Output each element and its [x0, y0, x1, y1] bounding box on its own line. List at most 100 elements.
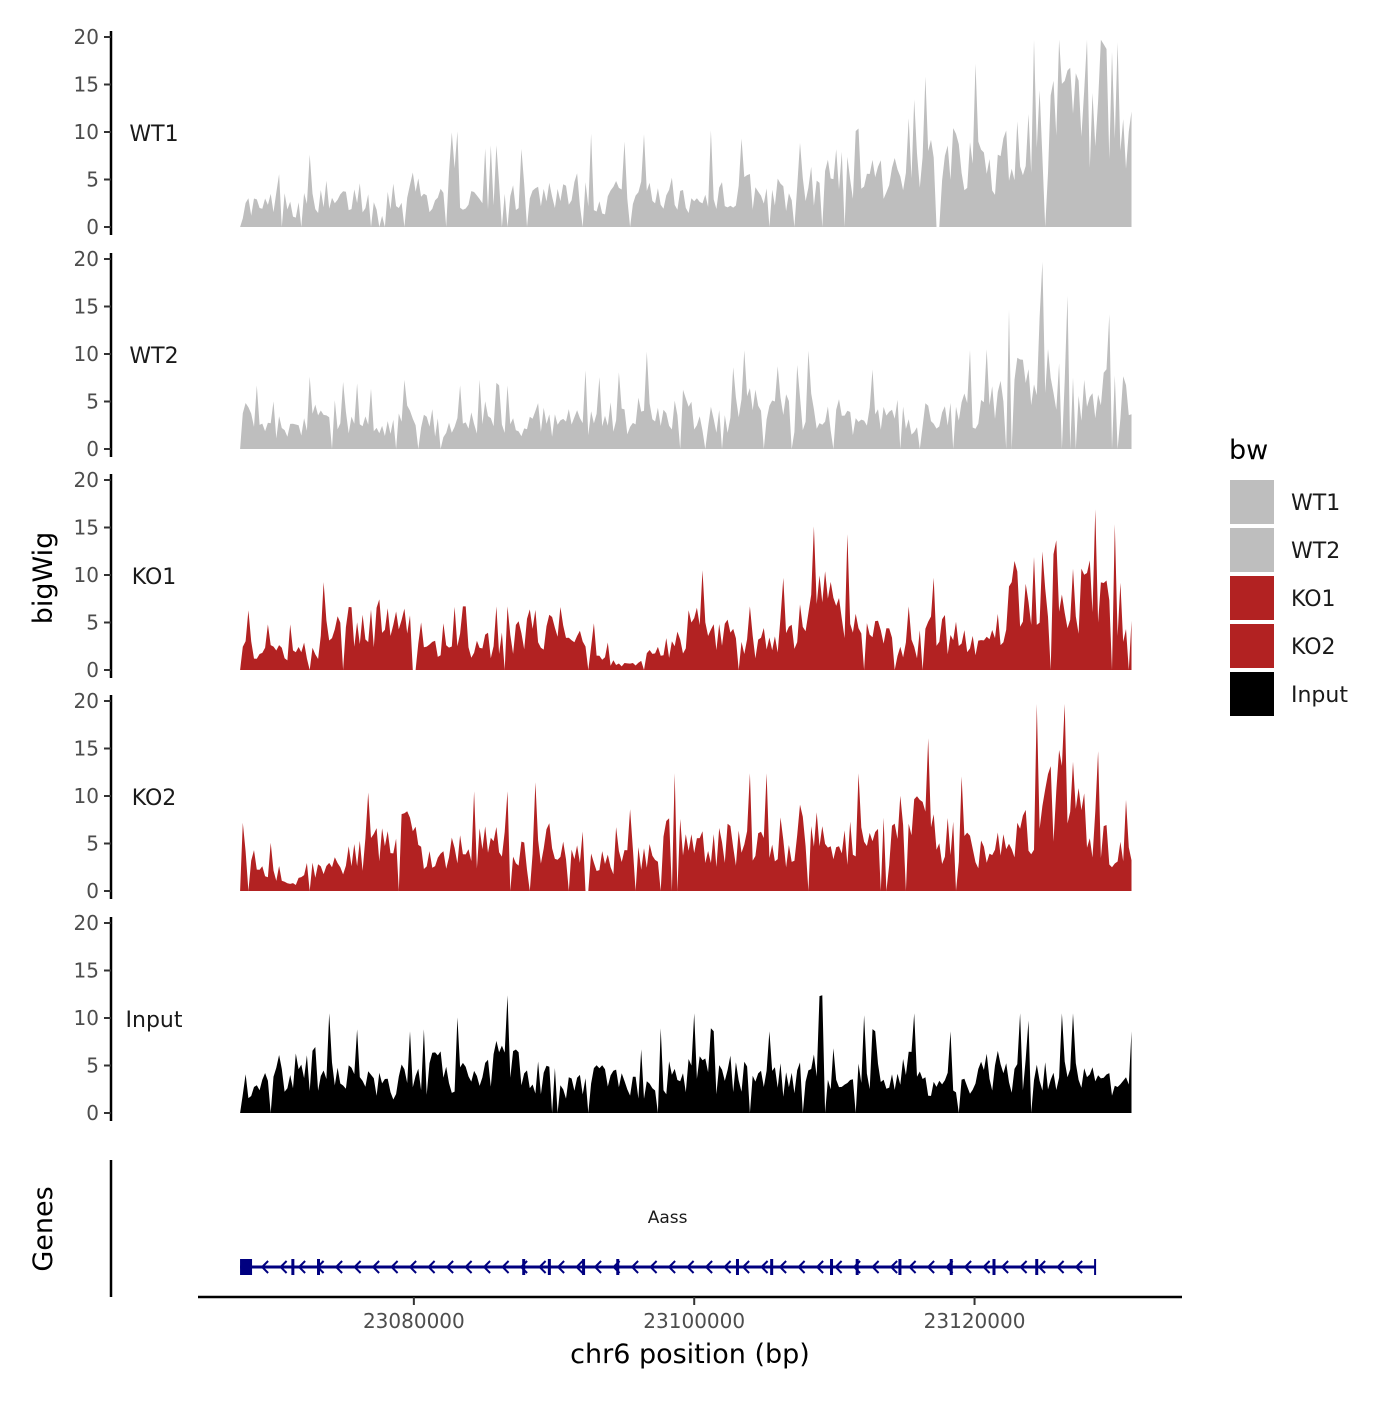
gene-exon: [522, 1259, 526, 1275]
y-tick-label: 10: [74, 120, 99, 144]
legend-label: KO1: [1291, 587, 1336, 612]
legend-item-wt2: WT2: [1230, 528, 1340, 572]
strand-arrow: [260, 1260, 269, 1274]
gene-exon: [616, 1259, 620, 1275]
legend-item-input: Input: [1230, 672, 1348, 716]
gene-exon: [898, 1259, 902, 1275]
strand-arrow: [963, 1260, 972, 1274]
x-tick-label: 23120000: [924, 1309, 1026, 1333]
strand-arrow: [593, 1260, 602, 1274]
y-axis-title: bigWig: [28, 532, 59, 625]
legend-label: WT2: [1291, 539, 1340, 564]
y-tick-label: 5: [86, 390, 99, 414]
strand-arrow: [686, 1260, 695, 1274]
coverage-area-ko2: [240, 703, 1132, 891]
strand-arrow: [982, 1260, 991, 1274]
strand-arrow: [371, 1260, 380, 1274]
y-tick-label: 20: [74, 468, 99, 492]
gene-name-label: Aass: [648, 1208, 688, 1228]
legend-title: bw: [1229, 435, 1268, 466]
strand-arrow: [1000, 1260, 1009, 1274]
track-input: 0 5 10 15 20 Input: [74, 911, 1132, 1125]
coverage-area-wt2: [240, 261, 1132, 449]
strand-arrow: [279, 1260, 288, 1274]
legend-item-wt1: WT1: [1230, 480, 1340, 524]
y-tick-label: 5: [86, 1054, 99, 1078]
coverage-area-input: [240, 995, 1132, 1113]
y-tick-label: 0: [86, 879, 99, 903]
y-tick-label: 5: [86, 611, 99, 635]
gene-exon: [855, 1259, 859, 1275]
strand-arrow: [427, 1260, 436, 1274]
gene-exon: [992, 1259, 996, 1275]
strand-arrow: [575, 1260, 584, 1274]
gene-exon: [547, 1259, 551, 1275]
strand-arrow: [1074, 1260, 1083, 1274]
coverage-tracks: 0 5 10 15 20 WT1 0 5 10 15 20 WT2 0 5 10 15 20 KO1 0 5 10 15 2…: [74, 25, 1132, 1125]
y-tick-label: 0: [86, 437, 99, 461]
y-tick-label: 5: [86, 832, 99, 856]
gene-exon: [735, 1259, 739, 1275]
strand-arrow: [353, 1260, 362, 1274]
strand-arrow: [797, 1260, 806, 1274]
gene-exon: [291, 1259, 295, 1275]
strand-arrow: [297, 1260, 306, 1274]
strand-arrow: [926, 1260, 935, 1274]
strand-arrow: [630, 1260, 639, 1274]
strand-arrow: [482, 1260, 491, 1274]
strand-arrow: [408, 1260, 417, 1274]
track-wt1: 0 5 10 15 20 WT1: [74, 25, 1132, 239]
track-label-wt1: WT1: [129, 122, 178, 147]
strand-arrow: [1056, 1260, 1065, 1274]
gene-exon: [240, 1259, 253, 1275]
strand-arrow: [908, 1260, 917, 1274]
legend-swatch: [1230, 480, 1274, 524]
legend-item-ko2: KO2: [1230, 624, 1336, 668]
strand-arrow: [334, 1260, 343, 1274]
y-tick-label: 15: [74, 959, 99, 983]
y-tick-label: 10: [74, 784, 99, 808]
y-tick-label: 0: [86, 1101, 99, 1125]
gene-exon: [949, 1259, 953, 1275]
x-tick-label: 23100000: [643, 1309, 745, 1333]
legend-swatch: [1230, 528, 1274, 572]
legend-label: WT1: [1291, 491, 1340, 516]
legend-swatch: [1230, 624, 1274, 668]
x-axis: 23080000 23100000 23120000 chr6 position (…: [198, 1295, 1182, 1370]
legend-items: WT1 WT2 KO1 KO2 Input: [1230, 480, 1348, 716]
y-tick-label: 0: [86, 215, 99, 239]
strand-arrow: [1037, 1260, 1046, 1274]
strand-arrow: [464, 1260, 473, 1274]
y-tick-label: 5: [86, 168, 99, 192]
gene-exon: [582, 1259, 586, 1275]
strand-arrow: [556, 1260, 565, 1274]
track-ko2: 0 5 10 15 20 KO2: [74, 689, 1132, 903]
track-ko1: 0 5 10 15 20 KO1: [74, 468, 1132, 682]
y-tick-label: 10: [74, 342, 99, 366]
legend-swatch: [1230, 576, 1274, 620]
track-wt2: 0 5 10 15 20 WT2: [74, 247, 1132, 461]
track-label-ko1: KO1: [132, 565, 177, 590]
y-tick-label: 0: [86, 658, 99, 682]
strand-arrow: [723, 1260, 732, 1274]
y-tick-label: 15: [74, 73, 99, 97]
gene-exon: [770, 1259, 774, 1275]
y-tick-label: 10: [74, 1006, 99, 1030]
legend: bw WT1 WT2 KO1 KO2 Input: [1229, 435, 1348, 716]
strand-arrow: [741, 1260, 750, 1274]
strand-arrow: [445, 1260, 454, 1274]
legend-label: Input: [1291, 683, 1348, 708]
strand-arrow: [1019, 1260, 1028, 1274]
strand-arrow: [390, 1260, 399, 1274]
y-tick-label: 15: [74, 737, 99, 761]
x-axis-title: chr6 position (bp): [570, 1339, 810, 1370]
y-tick-label: 20: [74, 689, 99, 713]
strand-arrow: [649, 1260, 658, 1274]
strand-arrow: [778, 1260, 787, 1274]
x-tick-label: 23080000: [363, 1309, 465, 1333]
gene-model: [240, 1259, 1097, 1275]
y-tick-label: 20: [74, 911, 99, 935]
strand-arrow: [834, 1260, 843, 1274]
